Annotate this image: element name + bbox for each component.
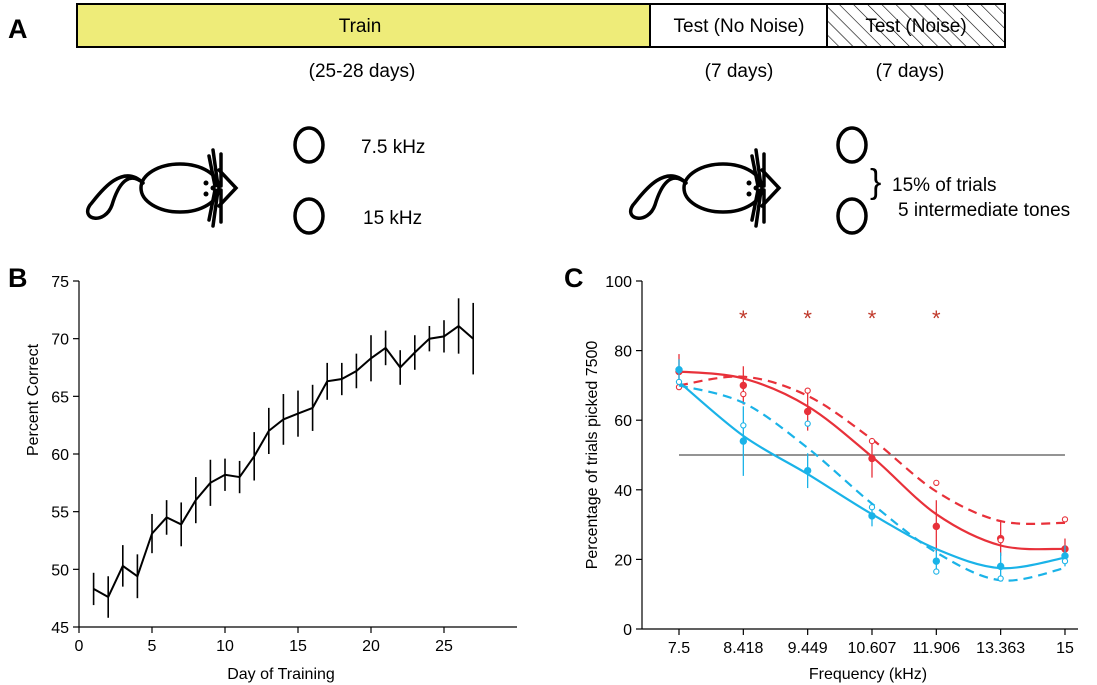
- x-tick-label: 25: [435, 638, 453, 655]
- test-no-noise-duration: (7 days): [705, 61, 774, 82]
- y-tick-label: 60: [51, 447, 69, 464]
- panel-b-plot: 0 5 10 15 20 25 45 50 55 60 65 70 75: [51, 274, 517, 655]
- x-tick-label: 9.449: [788, 640, 828, 657]
- mouse-icon: [86, 148, 239, 228]
- x-tick-label: 20: [362, 638, 380, 655]
- data-point: [803, 407, 812, 416]
- panel-c-label: C: [564, 263, 584, 293]
- y-tick-label: 60: [614, 413, 632, 430]
- y-tick-label: 40: [614, 483, 632, 500]
- y-tick-label: 75: [51, 274, 69, 291]
- panel-c: C 0 20 40 60 80 100 7.5 8.418 9.449 10.607 11.906 1…: [564, 263, 1078, 683]
- data-point: [675, 378, 683, 386]
- x-tick-label: 5: [148, 638, 157, 655]
- y-tick-label: 55: [51, 505, 69, 522]
- port-7.5khz-label: 7.5 kHz: [361, 137, 425, 158]
- y-tick-label: 20: [614, 552, 632, 569]
- timeline-train-segment: [76, 3, 651, 48]
- panel-b-xlabel: Day of Training: [227, 666, 335, 683]
- port-bottom-icon: [836, 197, 868, 235]
- data-point: [804, 387, 811, 394]
- panel-b: B 0 5 10 15 20 25 45 50 55 60 65 70 75 Day of Traini…: [8, 263, 517, 683]
- panel-a: A Train Test (No Noise) Test (Noise) (25…: [8, 3, 1070, 235]
- y-tick-label: 45: [51, 620, 69, 637]
- series-line: [93, 324, 474, 599]
- data-point: [933, 479, 940, 486]
- data-point: [868, 454, 876, 463]
- data-point: [739, 381, 748, 390]
- data-point: [868, 504, 876, 511]
- x-tick-label: 0: [75, 638, 84, 655]
- data-point: [675, 366, 683, 374]
- testing-note-line2: 5 intermediate tones: [898, 200, 1070, 221]
- data-point: [997, 537, 1004, 544]
- fit-curve-blue-dashed: [678, 384, 1066, 582]
- panel-b-label: B: [8, 263, 28, 293]
- data-point: [868, 512, 876, 520]
- timeline-test-no-noise-label: Test (No Noise): [674, 16, 805, 37]
- data-point: [868, 437, 876, 445]
- port-top-icon: [836, 126, 868, 164]
- y-tick-label: 100: [605, 274, 632, 291]
- x-tick-label: 11.906: [912, 640, 960, 657]
- data-point: [740, 390, 747, 398]
- timeline-test-noise-segment: [826, 3, 1006, 48]
- data-point: [1061, 516, 1069, 523]
- y-tick-label: 65: [51, 389, 69, 406]
- panel-b-ylabel: Percent Correct: [25, 343, 42, 456]
- data-point: [739, 437, 748, 445]
- y-tick-label: 50: [51, 562, 69, 579]
- x-tick-label: 10.607: [848, 640, 897, 657]
- x-tick-label: 13.363: [976, 640, 1025, 657]
- panel-a-label: A: [8, 14, 28, 44]
- data-point: [1061, 557, 1069, 565]
- data-point: [932, 522, 941, 531]
- data-point: [933, 568, 940, 575]
- panel-c-plot: 0 20 40 60 80 100 7.5 8.418 9.449 10.607 11.906 13.…: [605, 274, 1078, 657]
- test-noise-duration: (7 days): [876, 61, 945, 82]
- port-15khz-icon: [293, 197, 325, 235]
- train-duration: (25-28 days): [309, 61, 416, 82]
- data-point: [804, 420, 811, 427]
- timeline-test-noise-label: Test (Noise): [865, 16, 966, 37]
- brace-icon: }: [870, 163, 881, 201]
- y-tick-label: 80: [614, 344, 632, 361]
- testing-note-line1: 15% of trials: [892, 175, 997, 196]
- port-7.5khz-icon: [293, 126, 325, 164]
- mouse-icon: [629, 148, 782, 228]
- panel-c-xlabel: Frequency (kHz): [809, 666, 927, 683]
- data-point: [997, 575, 1004, 582]
- y-tick-label: 0: [623, 622, 632, 639]
- timeline-train-label: Train: [339, 16, 382, 37]
- timeline-test-no-noise-segment: [649, 3, 828, 48]
- data-point: [740, 422, 747, 429]
- port-15khz-label: 15 kHz: [363, 208, 422, 229]
- y-tick-label: 70: [51, 332, 69, 349]
- significance-marker: *: [868, 306, 877, 331]
- x-tick-label: 10: [216, 638, 234, 655]
- panel-c-ylabel: Percentage of trials picked 7500: [584, 341, 601, 570]
- x-tick-label: 15: [289, 638, 307, 655]
- data-point: [996, 562, 1005, 571]
- x-tick-label: 7.5: [668, 640, 690, 657]
- data-point: [932, 557, 941, 565]
- significance-marker: *: [932, 306, 941, 331]
- significance-marker: *: [803, 306, 812, 331]
- x-tick-label: 8.418: [723, 640, 763, 657]
- data-point: [803, 466, 812, 475]
- x-tick-label: 15: [1056, 640, 1074, 657]
- significance-marker: *: [739, 306, 748, 331]
